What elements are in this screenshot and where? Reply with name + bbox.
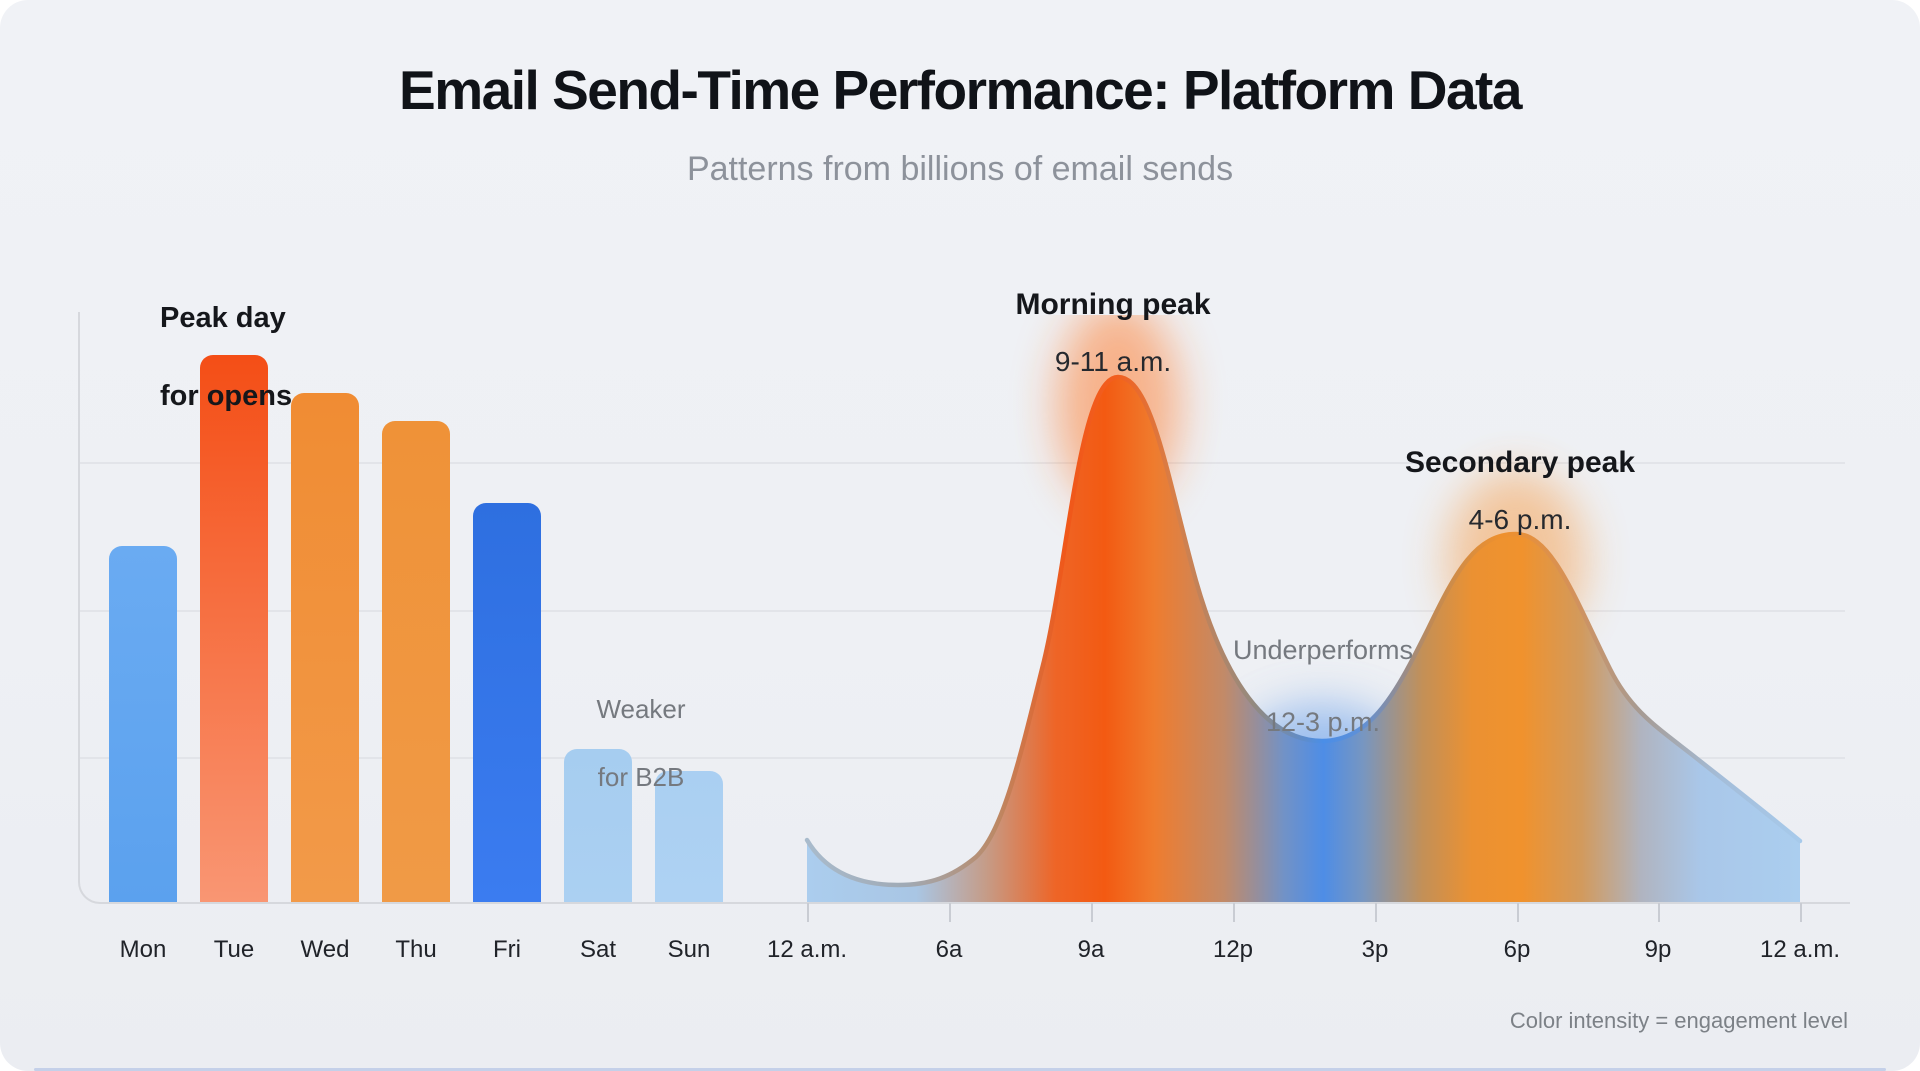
gridline: [80, 610, 1845, 612]
day-bar-fri: [473, 503, 541, 902]
time-label: 6a: [935, 936, 963, 963]
day-label: Tue: [213, 936, 255, 963]
gridline: [80, 757, 1845, 759]
day-bar-sun: [655, 771, 723, 902]
annotation-weaker-b2b: Weaker for B2B: [596, 658, 685, 828]
annotation-weaker-b2b-line1: Weaker: [596, 694, 686, 724]
day-label: Wed: [300, 936, 350, 963]
time-of-day-area-chart: [804, 315, 1803, 902]
time-label: 9p: [1644, 936, 1672, 963]
annotation-secondary-peak: Secondary peak 4-6 p.m.: [1405, 426, 1635, 556]
gridline: [80, 462, 1845, 464]
day-bar-sat: [564, 749, 632, 902]
day-label: Mon: [119, 936, 167, 963]
day-label: Sat: [579, 936, 617, 963]
time-tick: [949, 903, 951, 922]
day-bar-wed: [291, 393, 359, 902]
annotation-morning-peak: Morning peak 9-11 a.m.: [1015, 268, 1210, 398]
time-tick: [1517, 903, 1519, 922]
time-tick: [807, 903, 809, 922]
annotation-underperforms-line1: Underperforms: [1232, 635, 1414, 665]
engagement-area-fill: [807, 377, 1800, 902]
time-label: 12p: [1212, 936, 1254, 963]
annotation-morning-peak-time: 9-11 a.m.: [1054, 346, 1172, 377]
time-tick: [1233, 903, 1235, 922]
page-subtitle: Patterns from billions of email sends: [686, 150, 1234, 188]
day-label: Sun: [667, 936, 711, 963]
time-label: 6p: [1503, 936, 1531, 963]
time-tick: [1800, 903, 1802, 922]
day-label: Fri: [493, 936, 521, 963]
engagement-curve-line: [804, 374, 1803, 888]
time-label: 12 a.m.: [1759, 936, 1841, 963]
annotation-morning-peak-title: Morning peak: [1015, 288, 1211, 321]
chart-axis: [78, 312, 1850, 904]
page-title: Email Send-Time Performance: Platform Da…: [399, 59, 1522, 121]
time-label: 3p: [1361, 936, 1389, 963]
time-tick: [1658, 903, 1660, 922]
color-legend-note: Color intensity = engagement level: [1509, 1008, 1848, 1033]
time-tick: [1375, 903, 1377, 922]
annotation-weaker-b2b-line2: for B2B: [597, 762, 685, 792]
time-tick: [1091, 903, 1093, 922]
annotation-underperforms: Underperforms 12-3 p.m.: [1233, 596, 1413, 776]
annotation-peak-day-line2: for opens: [160, 380, 293, 412]
annotation-peak-day-line1: Peak day: [160, 302, 286, 334]
bottom-accent-edge: [34, 1068, 1886, 1071]
day-bar-mon: [109, 546, 177, 902]
time-label: 12 a.m.: [766, 936, 848, 963]
annotation-peak-day: Peak day for opens: [160, 260, 292, 455]
time-label: 9a: [1077, 936, 1105, 963]
day-bar-thu: [382, 421, 450, 902]
annotation-underperforms-line2: 12-3 p.m.: [1265, 707, 1381, 737]
annotation-secondary-peak-title: Secondary peak: [1404, 446, 1636, 479]
day-label: Thu: [395, 936, 437, 963]
day-bar-tue: [200, 355, 268, 902]
annotation-secondary-peak-time: 4-6 p.m.: [1468, 504, 1572, 535]
